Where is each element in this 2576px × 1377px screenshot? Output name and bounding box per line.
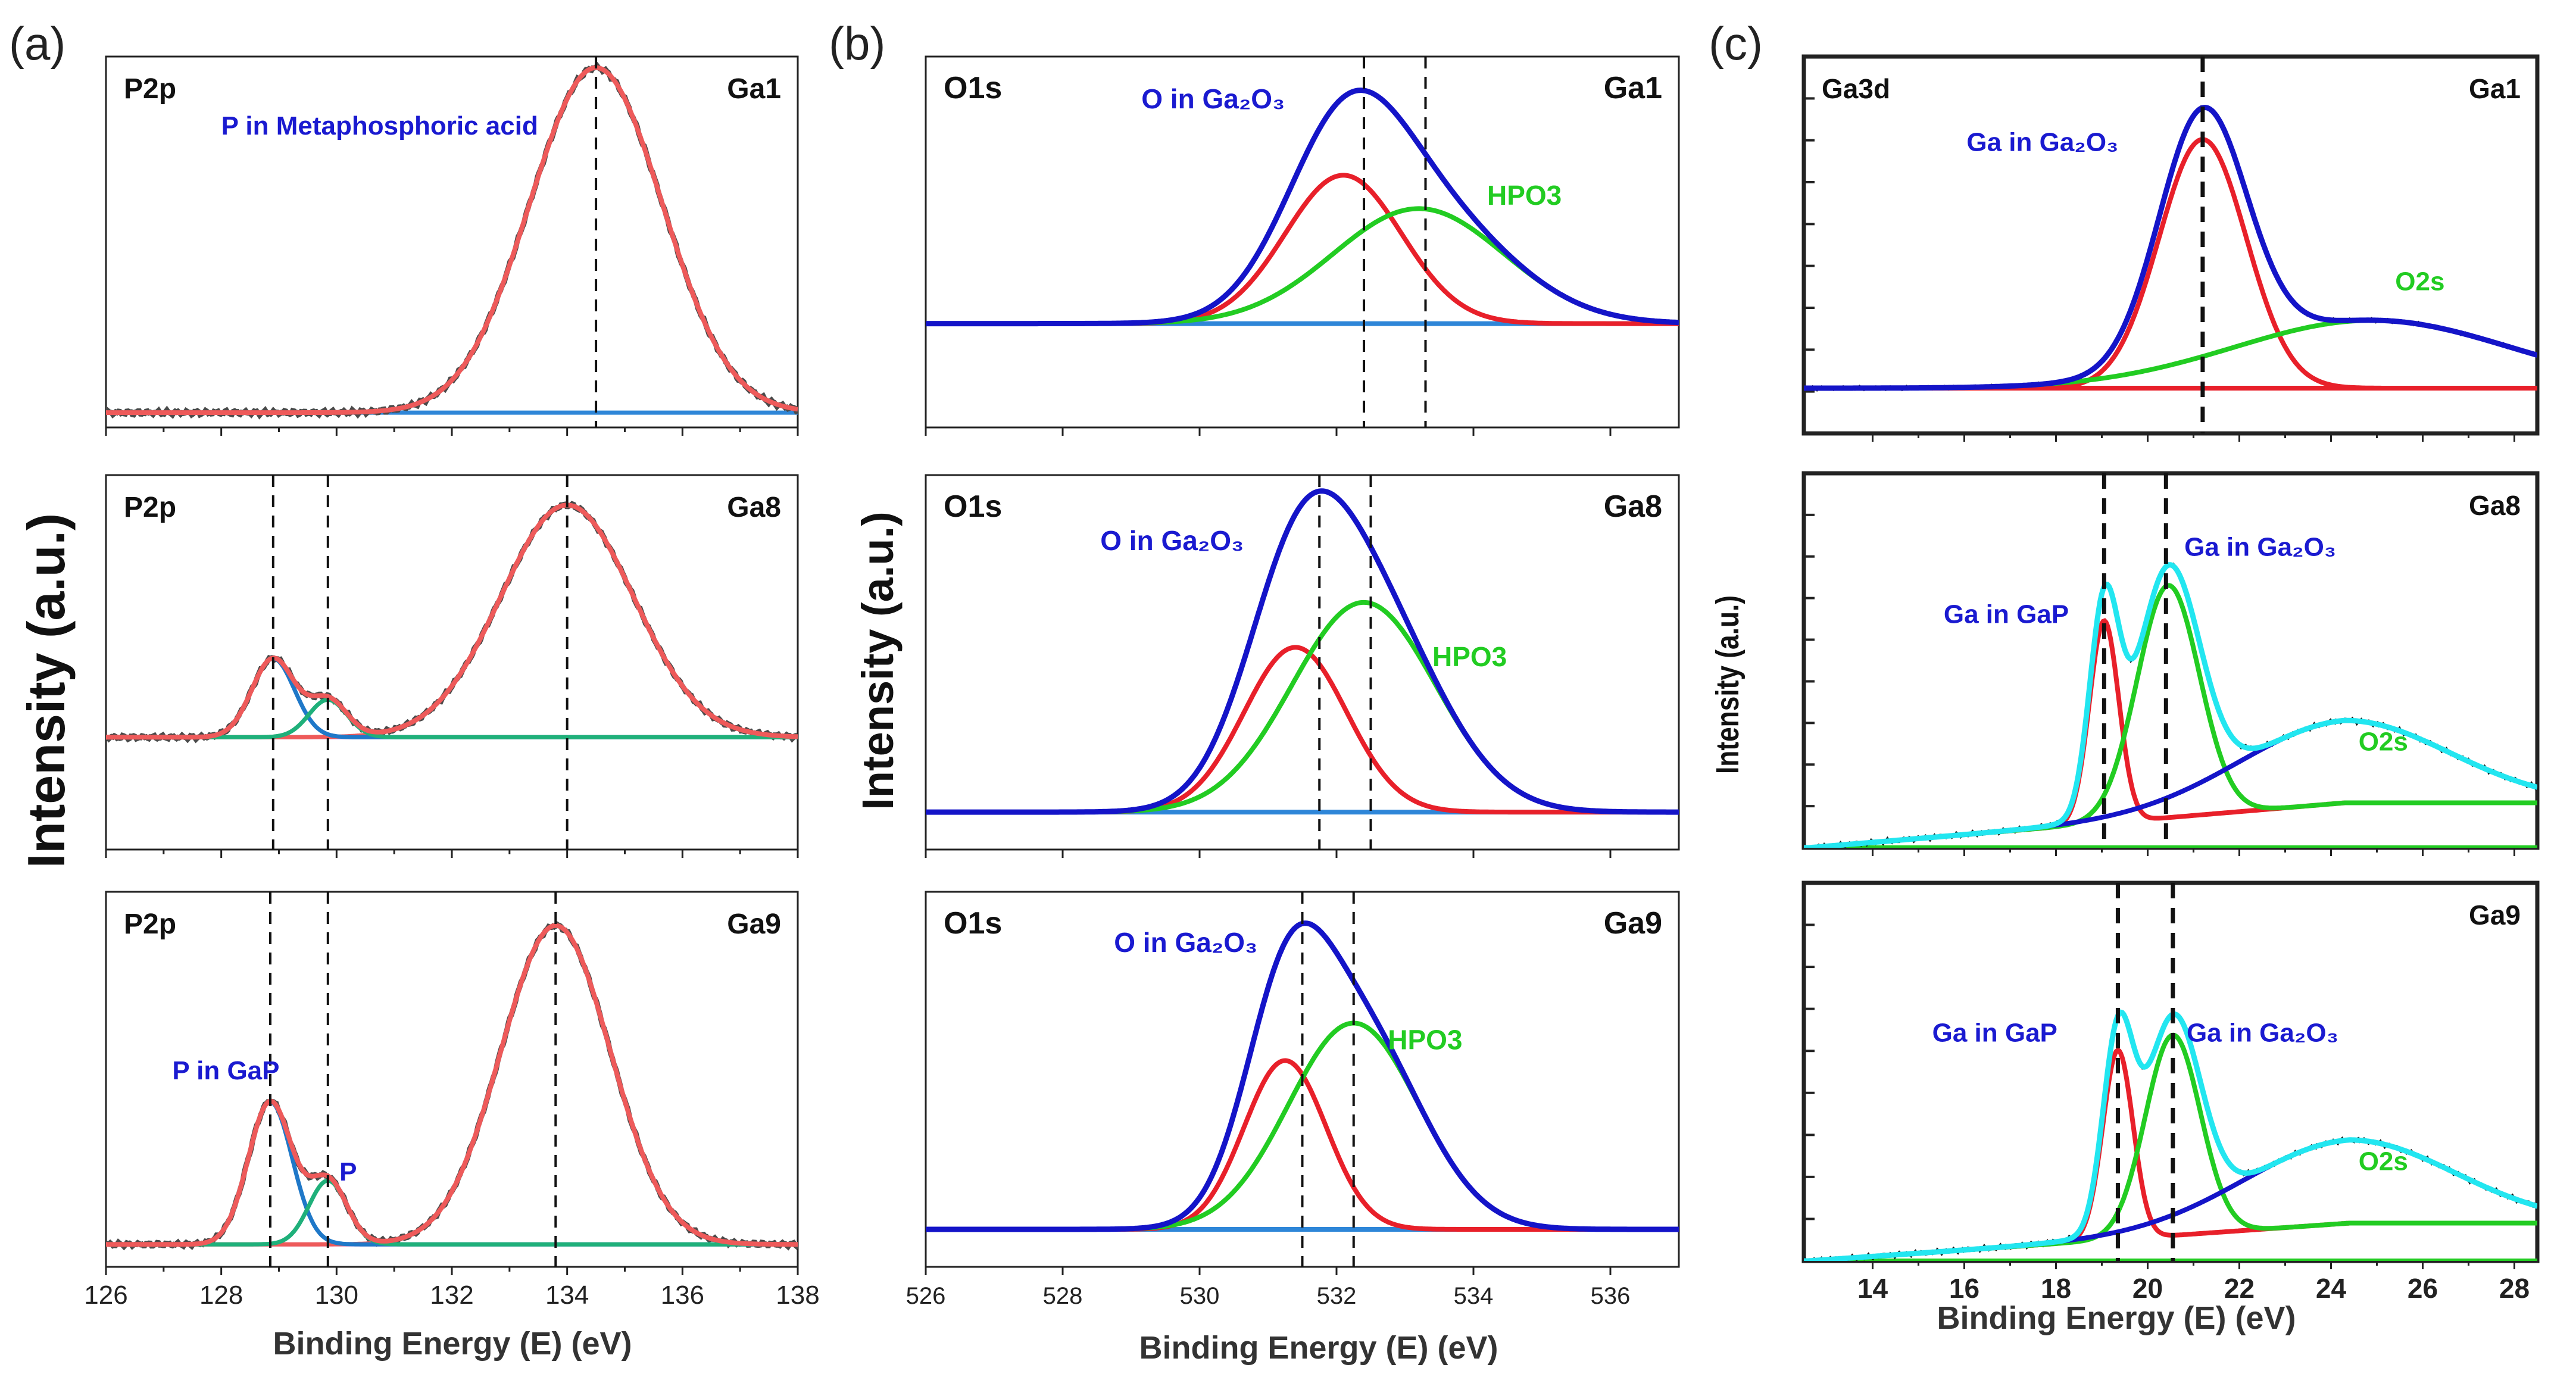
- annotation-label: Ga in GaP: [1932, 1019, 2057, 1048]
- x-tick-label: 18: [2041, 1273, 2071, 1304]
- plot-frame: [925, 55, 1680, 429]
- x-tick-label: 526: [906, 1283, 946, 1309]
- panel-label-a: (a): [9, 17, 65, 70]
- envelope-line: [106, 65, 798, 416]
- x-tick-label: 132: [430, 1281, 473, 1310]
- sample-label: Ga8: [1604, 489, 1662, 524]
- curves: [926, 488, 1679, 815]
- peak-2-line: [106, 697, 798, 739]
- x-tick-label: 22: [2224, 1273, 2255, 1304]
- sample-label: Ga9: [2469, 900, 2521, 931]
- annotation-label: O in Ga₂O₃: [1114, 927, 1257, 958]
- ylabel-a: Intensity (a.u.): [17, 513, 76, 869]
- envelope-line: [1804, 562, 2537, 848]
- core-level-label: O1s: [944, 71, 1002, 105]
- x-tick-label: 536: [1591, 1283, 1631, 1309]
- sample-label: Ga1: [2469, 73, 2521, 104]
- x-tick-label: 138: [776, 1281, 819, 1310]
- envelope-line: [106, 502, 798, 740]
- subplot-a-ga1: P2p Ga1 P in Metaphosphoric acid: [105, 55, 799, 436]
- subplot-c-ga9: 14 16 18 20 22 24 26 28 Ga9 Ga in GaP Ga in Ga₂O₃ O…: [1801, 880, 2540, 1304]
- envelope-line: [1804, 104, 2537, 391]
- subplot-a-ga9: 126 128 130 132 134 136 138 P2p Ga9 P in GaP P: [84, 891, 820, 1310]
- x-tick-label: 128: [199, 1281, 243, 1310]
- envelope-line: [1804, 1009, 2537, 1261]
- annotation-label: O2s: [2359, 727, 2408, 756]
- annotation-label: P in Metaphosphoric acid: [221, 111, 538, 140]
- plot-frame: [1801, 54, 2540, 436]
- annotation-label: P: [339, 1157, 357, 1186]
- core-level-label: O1s: [944, 906, 1002, 941]
- sample-label: Ga1: [1604, 71, 1662, 105]
- x-tick-label: 26: [2408, 1273, 2438, 1304]
- ylabel-b: Intensity (a.u.): [853, 511, 903, 810]
- annotation-label: HPO3: [1432, 641, 1507, 672]
- x-tick-label: 24: [2316, 1273, 2347, 1304]
- x-tick-label: 28: [2499, 1273, 2530, 1304]
- annotation-label: O2s: [2359, 1147, 2408, 1176]
- subplot-b-ga8: O1s Ga8 O in Ga₂O₃ HPO3: [925, 474, 1680, 858]
- subplot-b-ga9: 526 528 530 532 534 536 O1s Ga9 O in Ga₂O₃ HPO3: [906, 891, 1680, 1309]
- annotation-label: Ga in Ga₂O₃: [2184, 532, 2336, 561]
- x-tick-label: 534: [1454, 1283, 1494, 1309]
- annotation-label: O2s: [2395, 267, 2444, 296]
- plot-frame: [925, 474, 1680, 851]
- core-level-label: P2p: [124, 908, 176, 940]
- annotation-label: HPO3: [1487, 180, 1562, 211]
- envelope-line: [926, 88, 1679, 327]
- x-tick-label: 532: [1317, 1283, 1357, 1309]
- annotation-label: O in Ga₂O₃: [1100, 525, 1244, 556]
- sample-label: Ga8: [2469, 490, 2521, 521]
- curves: [106, 61, 798, 420]
- x-tick-label: 16: [1949, 1273, 1979, 1304]
- x-tick-label: 130: [315, 1281, 358, 1310]
- sample-label: Ga1: [727, 73, 781, 105]
- core-level-label: O1s: [944, 489, 1002, 524]
- x-tick-label: 528: [1043, 1283, 1083, 1309]
- panel-label-c: (c): [1709, 17, 1763, 70]
- panel-label-b: (b): [829, 17, 885, 70]
- xlabel-a: Binding Energy (E) (eV): [273, 1326, 632, 1362]
- x-tick-label: 530: [1180, 1283, 1220, 1309]
- envelope-line: [926, 488, 1679, 815]
- curves: [106, 920, 798, 1251]
- envelope-line: [106, 923, 798, 1247]
- core-level-label: Ga3d: [1822, 73, 1890, 104]
- annotation-label: Ga in Ga₂O₃: [2187, 1019, 2338, 1048]
- x-tick-label: 126: [84, 1281, 127, 1310]
- curves: [1804, 104, 2537, 392]
- x-tick-label: 14: [1857, 1273, 1888, 1304]
- curves: [926, 88, 1679, 327]
- sample-label: Ga9: [727, 908, 781, 940]
- xlabel-c: Binding Energy (E) (eV): [1937, 1300, 2296, 1336]
- peak-2-line: [106, 1178, 798, 1247]
- curves: [106, 501, 798, 744]
- curves: [1804, 562, 2537, 848]
- curves: [1804, 1009, 2537, 1261]
- annotation-label: P in GaP: [172, 1056, 279, 1085]
- x-tick-label: 20: [2132, 1273, 2163, 1304]
- subplot-a-ga8: P2p Ga8: [105, 474, 799, 858]
- xlabel-b: Binding Energy (E) (eV): [1139, 1330, 1498, 1366]
- annotation-label: Ga in GaP: [1944, 600, 2069, 629]
- annotation-label: O in Ga₂O₃: [1141, 83, 1285, 114]
- ylabel-c: Intensity (a.u.): [1710, 595, 1746, 774]
- sample-label: Ga9: [1604, 906, 1662, 941]
- annotation-label: Ga in Ga₂O₃: [1966, 127, 2118, 157]
- sample-label: Ga8: [727, 492, 781, 523]
- subplot-c-ga8: Ga8 Ga in GaP Ga in Ga₂O₃ O2s: [1801, 471, 2540, 856]
- x-tick-label: 134: [545, 1281, 589, 1310]
- core-level-label: P2p: [124, 492, 176, 523]
- x-tick-label: 136: [661, 1281, 704, 1310]
- subplot-c-ga1: Ga3d Ga1 Ga in Ga₂O₃ O2s: [1801, 54, 2540, 442]
- subplot-b-ga1: O1s Ga1 O in Ga₂O₃ HPO3: [925, 55, 1680, 436]
- core-level-label: P2p: [124, 73, 176, 105]
- annotation-label: HPO3: [1388, 1025, 1462, 1056]
